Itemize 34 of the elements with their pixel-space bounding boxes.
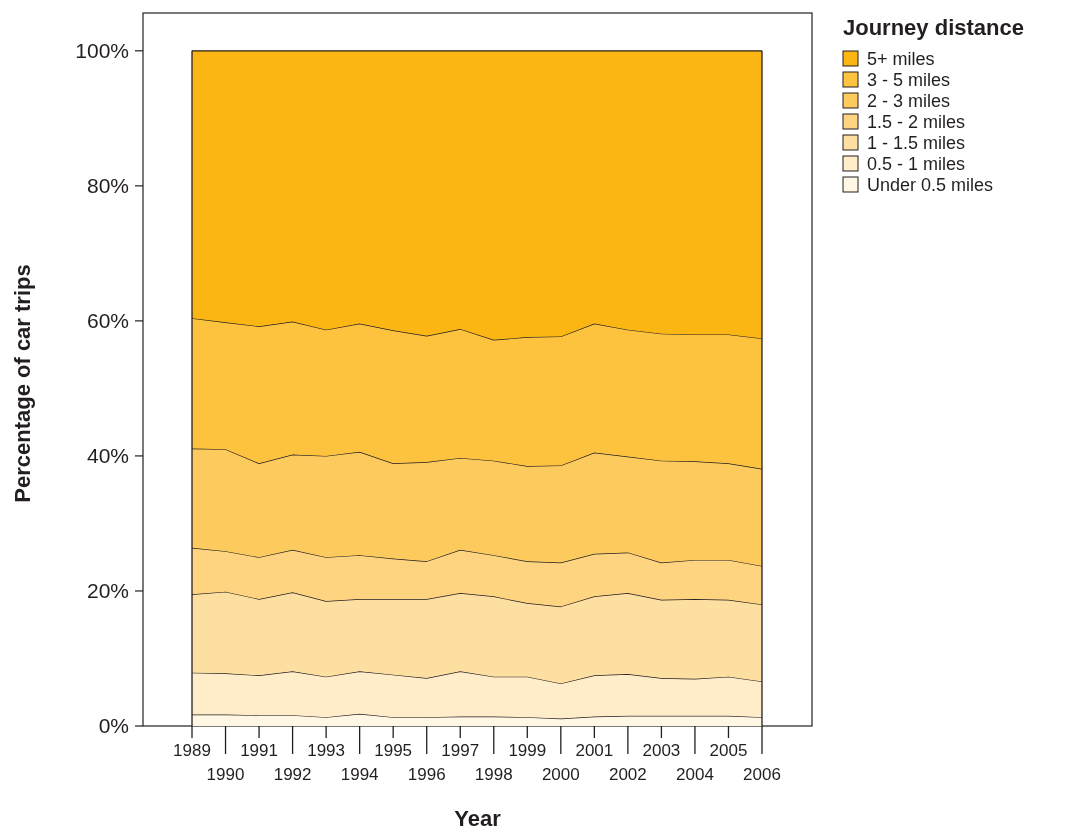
legend-label: 2 - 3 miles xyxy=(867,90,951,111)
x-tick-label: 2006 xyxy=(743,765,781,784)
y-tick-label: 80% xyxy=(86,174,129,198)
legend-label: 1.5 - 2 miles xyxy=(867,111,966,132)
x-tick-label: 1991 xyxy=(240,741,278,760)
x-tick-label: 1989 xyxy=(173,741,211,760)
x-axis-title: Year xyxy=(454,806,502,830)
x-tick-label: 2005 xyxy=(709,741,748,760)
legend-label: 3 - 5 miles xyxy=(867,69,951,90)
x-tick-label: 1993 xyxy=(307,741,346,760)
x-tick-label: 1999 xyxy=(508,741,547,760)
x-tick-label: 1996 xyxy=(407,765,446,784)
x-tick-label: 1990 xyxy=(206,765,245,784)
x-tick-label: 1998 xyxy=(474,765,513,784)
x-tick-label: 1994 xyxy=(340,765,379,784)
legend-label: 1 - 1.5 miles xyxy=(867,132,966,153)
legend-label: 5+ miles xyxy=(867,48,935,69)
x-tick-label: 1995 xyxy=(374,741,413,760)
y-axis-title: Percentage of car trips xyxy=(10,264,35,503)
x-tick-label: 2001 xyxy=(575,741,614,760)
x-tick-label: 2000 xyxy=(541,765,580,784)
legend-label: 0.5 - 1 miles xyxy=(867,153,966,174)
y-tick-label: 40% xyxy=(86,444,129,468)
y-tick-label: 100% xyxy=(75,39,129,63)
x-tick-label: 2002 xyxy=(608,765,647,784)
legend-label: Under 0.5 miles xyxy=(867,174,994,195)
legend-title: Journey distance xyxy=(843,15,1024,40)
y-tick-label: 60% xyxy=(86,309,129,333)
x-tick-label: 2003 xyxy=(642,741,681,760)
x-tick-label: 1997 xyxy=(441,741,480,760)
x-tick-label: 2004 xyxy=(676,765,714,784)
y-tick-label: 0% xyxy=(98,714,129,738)
x-tick-label: 1992 xyxy=(273,765,312,784)
y-tick-label: 20% xyxy=(86,579,129,603)
